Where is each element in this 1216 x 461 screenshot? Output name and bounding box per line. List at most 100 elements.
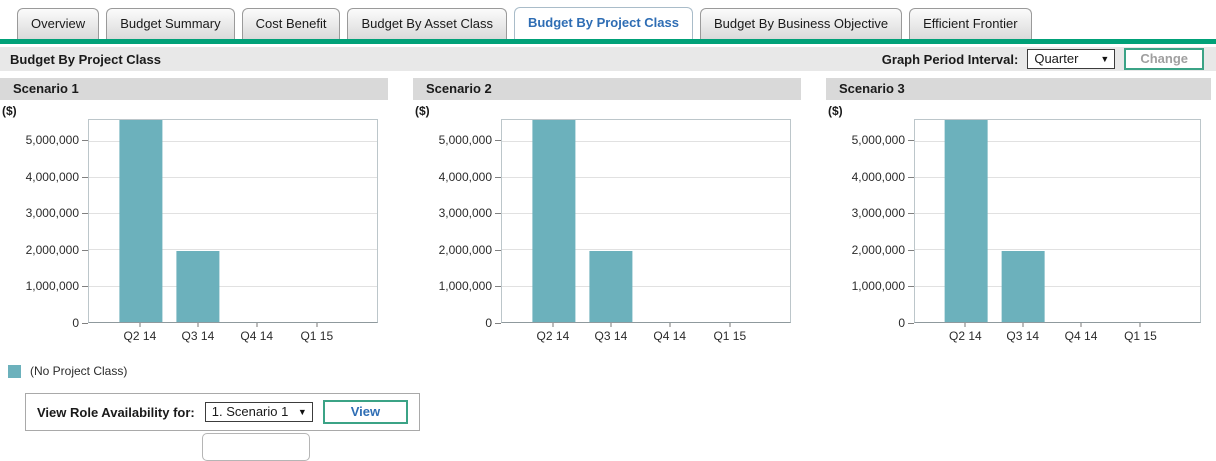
- view-role-availability-label: View Role Availability for:: [37, 404, 195, 420]
- bar-q3-14: [589, 251, 633, 322]
- x-tick-label: Q2 14: [536, 329, 570, 343]
- x-tick-label: Q4 14: [240, 329, 274, 343]
- gridline: [502, 285, 790, 287]
- y-tick-label: 3,000,000: [438, 206, 492, 221]
- tab-budget-by-business-objective[interactable]: Budget By Business Objective: [699, 8, 903, 39]
- x-tick-label: Q1 15: [713, 329, 747, 343]
- y-tick-mark: [82, 213, 88, 215]
- chevron-down-icon: ▼: [1100, 53, 1110, 64]
- y-tick-label: 1,000,000: [438, 279, 492, 294]
- y-tick-label: 4,000,000: [851, 169, 905, 184]
- y-tick-label: 5,000,000: [25, 132, 79, 147]
- y-tick-mark: [908, 323, 914, 324]
- change-button[interactable]: Change: [1124, 48, 1204, 70]
- tab-budget-summary[interactable]: Budget Summary: [106, 8, 235, 39]
- y-tick-label: 2,000,000: [851, 242, 905, 257]
- x-axis-labels: Q2 14 Q3 14 Q4 14 Q1 15: [501, 323, 791, 347]
- partial-popup-box[interactable]: [202, 433, 310, 461]
- y-tick-mark: [908, 139, 914, 141]
- gridline: [89, 285, 377, 287]
- x-tick-mark: [964, 323, 966, 327]
- gridline: [502, 140, 790, 142]
- bar-q3-14: [176, 251, 220, 322]
- bar-q2-14: [531, 120, 576, 322]
- y-tick-label: 2,000,000: [25, 242, 79, 257]
- graph-period-interval-label: Graph Period Interval:: [881, 51, 1019, 67]
- scenario-2-header: Scenario 2: [413, 78, 801, 100]
- graph-period-interval-value: Quarter: [1034, 51, 1079, 66]
- x-tick-mark: [669, 323, 671, 327]
- x-axis-labels: Q2 14 Q3 14 Q4 14 Q1 15: [88, 323, 378, 347]
- x-tick-label: Q3 14: [594, 329, 628, 343]
- gridline: [915, 213, 1200, 215]
- x-tick-label: Q2 14: [949, 329, 982, 343]
- y-tick-label: 1,000,000: [25, 279, 79, 294]
- tab-overview[interactable]: Overview: [17, 8, 100, 39]
- scenario-2-bar-chart: 0 1,000,000 2,000,000 3,000,000 4,000,000 5,0…: [413, 119, 791, 330]
- x-tick-mark: [1139, 323, 1141, 327]
- x-tick-mark: [610, 323, 612, 327]
- x-tick-mark: [1080, 323, 1082, 327]
- scenario-1-column: Scenario 1 ($) 0 1,000,000 2,000,000 3,000,…: [0, 78, 388, 378]
- gridline: [89, 140, 377, 142]
- gridline: [915, 285, 1200, 287]
- chart-legend: (No Project Class): [8, 364, 388, 378]
- graph-period-controls: Graph Period Interval: Quarter ▼ Change: [882, 48, 1204, 70]
- y-tick-label: 0: [898, 316, 905, 330]
- graph-period-interval-select[interactable]: Quarter ▼: [1027, 49, 1116, 69]
- scenario-3-unit-label: ($): [828, 104, 843, 118]
- x-tick-mark: [139, 323, 141, 327]
- y-tick-mark: [495, 176, 501, 178]
- y-tick-mark: [908, 286, 914, 288]
- x-tick-mark: [1022, 323, 1024, 327]
- legend-label: (No Project Class): [30, 364, 128, 378]
- gridline: [89, 213, 377, 215]
- y-tick-label: 4,000,000: [25, 169, 79, 184]
- scenario-3-column: Scenario 3 ($) 0 1,000,000 2,000,000 3,000,…: [826, 78, 1211, 378]
- y-tick-label: 1,000,000: [851, 279, 905, 294]
- x-tick-label: Q3 14: [1006, 329, 1040, 343]
- chevron-down-icon: ▼: [297, 406, 307, 417]
- tab-efficient-frontier[interactable]: Efficient Frontier: [909, 8, 1032, 39]
- y-tick-mark: [82, 176, 88, 178]
- tab-budget-by-project-class[interactable]: Budget By Project Class: [513, 7, 693, 39]
- y-tick-label: 3,000,000: [851, 206, 905, 221]
- x-tick-mark: [256, 323, 258, 327]
- tab-cost-benefit[interactable]: Cost Benefit: [241, 8, 341, 39]
- y-tick-label: 3,000,000: [25, 206, 79, 221]
- y-tick-mark: [908, 249, 914, 251]
- gridline: [915, 176, 1200, 178]
- y-tick-mark: [82, 286, 88, 288]
- plot-area: [501, 119, 791, 323]
- y-tick-label: 0: [72, 316, 79, 330]
- view-button[interactable]: View: [322, 400, 409, 424]
- scenario-1-header: Scenario 1: [0, 78, 388, 100]
- y-axis-labels: 0 1,000,000 2,000,000 3,000,000 4,000,000 5,0…: [0, 119, 88, 330]
- y-axis-labels: 0 1,000,000 2,000,000 3,000,000 4,000,000 5,0…: [826, 119, 914, 330]
- x-tick-label: Q1 15: [300, 329, 334, 343]
- gridline: [89, 176, 377, 178]
- gridline: [502, 176, 790, 178]
- x-tick-mark: [197, 323, 199, 327]
- x-tick-mark: [552, 323, 554, 327]
- y-tick-label: 5,000,000: [438, 132, 492, 147]
- y-tick-mark: [908, 176, 914, 178]
- active-tab-accent-bar: [0, 39, 1216, 44]
- gridline: [915, 249, 1200, 251]
- x-tick-label: Q3 14: [181, 329, 215, 343]
- y-tick-mark: [495, 323, 501, 324]
- scenario-select[interactable]: 1. Scenario 1 ▼: [204, 402, 313, 422]
- legend-swatch: [8, 364, 21, 378]
- y-tick-label: 5,000,000: [851, 132, 905, 147]
- x-axis-labels: Q2 14 Q3 14 Q4 14 Q1 15: [914, 323, 1201, 347]
- scenario-1-unit-label: ($): [2, 104, 17, 118]
- gridline: [915, 140, 1200, 142]
- tab-budget-by-asset-class[interactable]: Budget By Asset Class: [347, 8, 507, 39]
- x-tick-mark: [729, 323, 731, 327]
- x-tick-label: Q1 15: [1124, 329, 1157, 343]
- y-tick-label: 4,000,000: [438, 169, 492, 184]
- gridline: [89, 249, 377, 251]
- y-tick-mark: [495, 139, 501, 141]
- plot-area: [88, 119, 378, 323]
- scenario-2-unit-label: ($): [415, 104, 430, 118]
